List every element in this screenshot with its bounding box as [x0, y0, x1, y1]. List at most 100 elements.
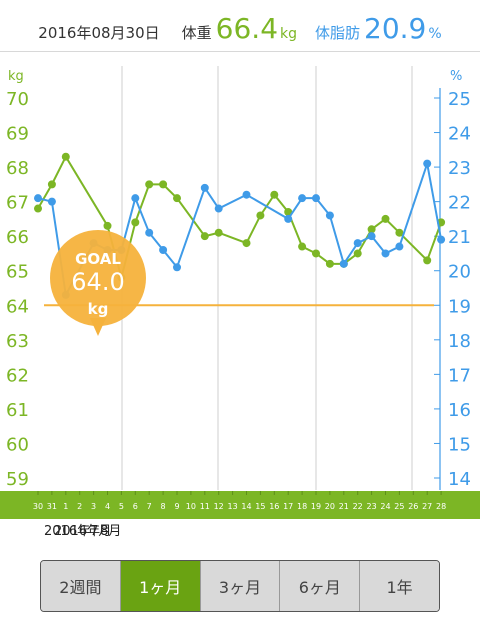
fat-value: 20.9 [364, 12, 427, 45]
date-label: 24 [380, 502, 390, 511]
date-label: 26 [408, 502, 418, 511]
left-tick-label: 59 [6, 469, 29, 490]
left-tick-label: 61 [6, 400, 29, 421]
right-tick-label: 25 [448, 89, 471, 110]
date-label: 19 [311, 502, 321, 511]
fat-point [200, 183, 209, 192]
weight-point [159, 180, 168, 189]
date-label: 25 [394, 502, 404, 511]
date-label: 8 [161, 502, 166, 511]
month-label-previous: 2016年7月 [44, 524, 112, 539]
date-label: 11 [200, 502, 210, 511]
left-tick-label: 60 [6, 434, 29, 455]
weight-point [381, 214, 390, 223]
left-axis-unit: kg [8, 69, 24, 84]
weight-point [395, 228, 404, 237]
weight-point [423, 256, 432, 265]
date-axis-strip: 30 31 1 2 3 4 5 6 7 8 9 10 11 12 13 14 15 16 17 18 19 20 21 22 2… [0, 491, 480, 519]
weight-point [200, 232, 209, 241]
left-tick-label: 64 [6, 296, 29, 317]
fat-point [423, 159, 432, 168]
left-tick-label: 62 [6, 365, 29, 386]
right-tick-label: 20 [448, 262, 471, 283]
right-tick-label: 15 [448, 434, 471, 455]
weight-point [312, 249, 320, 258]
date-label: 4 [105, 502, 110, 511]
date-label: 27 [422, 502, 432, 511]
fat-point [145, 228, 154, 237]
fat-point [367, 232, 376, 241]
fat-point [47, 197, 56, 206]
right-tick-label: 16 [448, 400, 471, 421]
weight-point [256, 211, 265, 220]
fat-point [159, 246, 168, 254]
right-tick-label: 14 [448, 469, 471, 490]
goal-title: GOAL [75, 250, 121, 268]
right-tick-label: 17 [448, 365, 471, 386]
weight-point [173, 194, 181, 203]
weight-point [353, 249, 362, 258]
left-tick-label: 67 [6, 193, 29, 214]
right-tick-label: 23 [448, 158, 471, 179]
date-axis: 30 31 1 2 3 4 5 6 7 8 9 10 11 12 13 14 15 16 17 18 19 20 21 22 2… [33, 491, 446, 511]
date-label: 20 [325, 502, 335, 511]
date-label: 13 [228, 502, 238, 511]
right-tick-label: 21 [448, 227, 471, 248]
date-label: 22 [353, 502, 363, 511]
date-label: 16 [269, 502, 279, 511]
tab-2-weeks[interactable]: 2週間 [41, 561, 121, 611]
fat-unit: % [428, 26, 442, 42]
weight-label: 体重 [181, 24, 212, 42]
date-label: 7 [147, 502, 152, 511]
date-label: 31 [47, 502, 57, 511]
fat-point [353, 239, 362, 248]
weight-point [242, 239, 251, 248]
goal-unit: kg [88, 300, 109, 318]
left-tick-label: 70 [6, 89, 29, 110]
fat-point [173, 263, 181, 272]
fat-point [325, 211, 334, 220]
fat-point [242, 190, 251, 199]
weight-point [47, 180, 56, 189]
weight-point [298, 242, 307, 251]
fat-point [312, 194, 320, 203]
date-label: 10 [186, 502, 196, 511]
weight-fat-chart[interactable]: kg % 59 60 61 62 63 64 65 66 67 68 69 70 14 15 16 17 18 19 2… [0, 60, 480, 490]
tab-3-months[interactable]: 3ヶ月 [200, 561, 281, 611]
right-tick-label: 24 [448, 124, 471, 145]
goal-balloon-circle [50, 230, 146, 326]
date-label: 9 [174, 502, 179, 511]
date-label: 3 [91, 502, 96, 511]
month-label-current: 2016年8月 [54, 524, 122, 539]
right-tick-label: 19 [448, 296, 471, 317]
weight-unit: kg [280, 26, 298, 42]
right-tick-label: 22 [448, 193, 471, 214]
date-label: 28 [436, 502, 446, 511]
right-axis-unit: % [450, 69, 462, 84]
left-tick-label: 63 [6, 331, 29, 352]
weight-point [131, 218, 140, 227]
weight-point [270, 190, 279, 199]
fat-label: 体脂肪 [315, 24, 361, 42]
left-tick-label: 65 [6, 262, 29, 283]
goal-balloon-pointer [90, 318, 106, 336]
date-label: 23 [367, 502, 377, 511]
tab-1-month[interactable]: 1ヶ月 [120, 561, 201, 611]
weight-point [367, 225, 376, 234]
tab-6-months[interactable]: 6ヶ月 [280, 561, 361, 611]
right-tick-label: 18 [448, 331, 471, 352]
date-label: 6 [133, 502, 138, 511]
date-label: 21 [339, 502, 349, 511]
fat-point [339, 259, 348, 268]
weight-point [325, 259, 334, 268]
fat-point [298, 194, 307, 203]
tab-1-year[interactable]: 1年 [360, 561, 439, 611]
header: 2016年08月30日 体重 66.4 kg 体脂肪 20.9 % [0, 0, 480, 52]
goal-value: 64.0 [71, 268, 124, 296]
current-date: 2016年08月30日 [38, 24, 160, 42]
weight-point [103, 221, 112, 230]
left-tick-label: 69 [6, 124, 29, 145]
fat-point [381, 249, 390, 258]
fat-point [395, 242, 404, 251]
